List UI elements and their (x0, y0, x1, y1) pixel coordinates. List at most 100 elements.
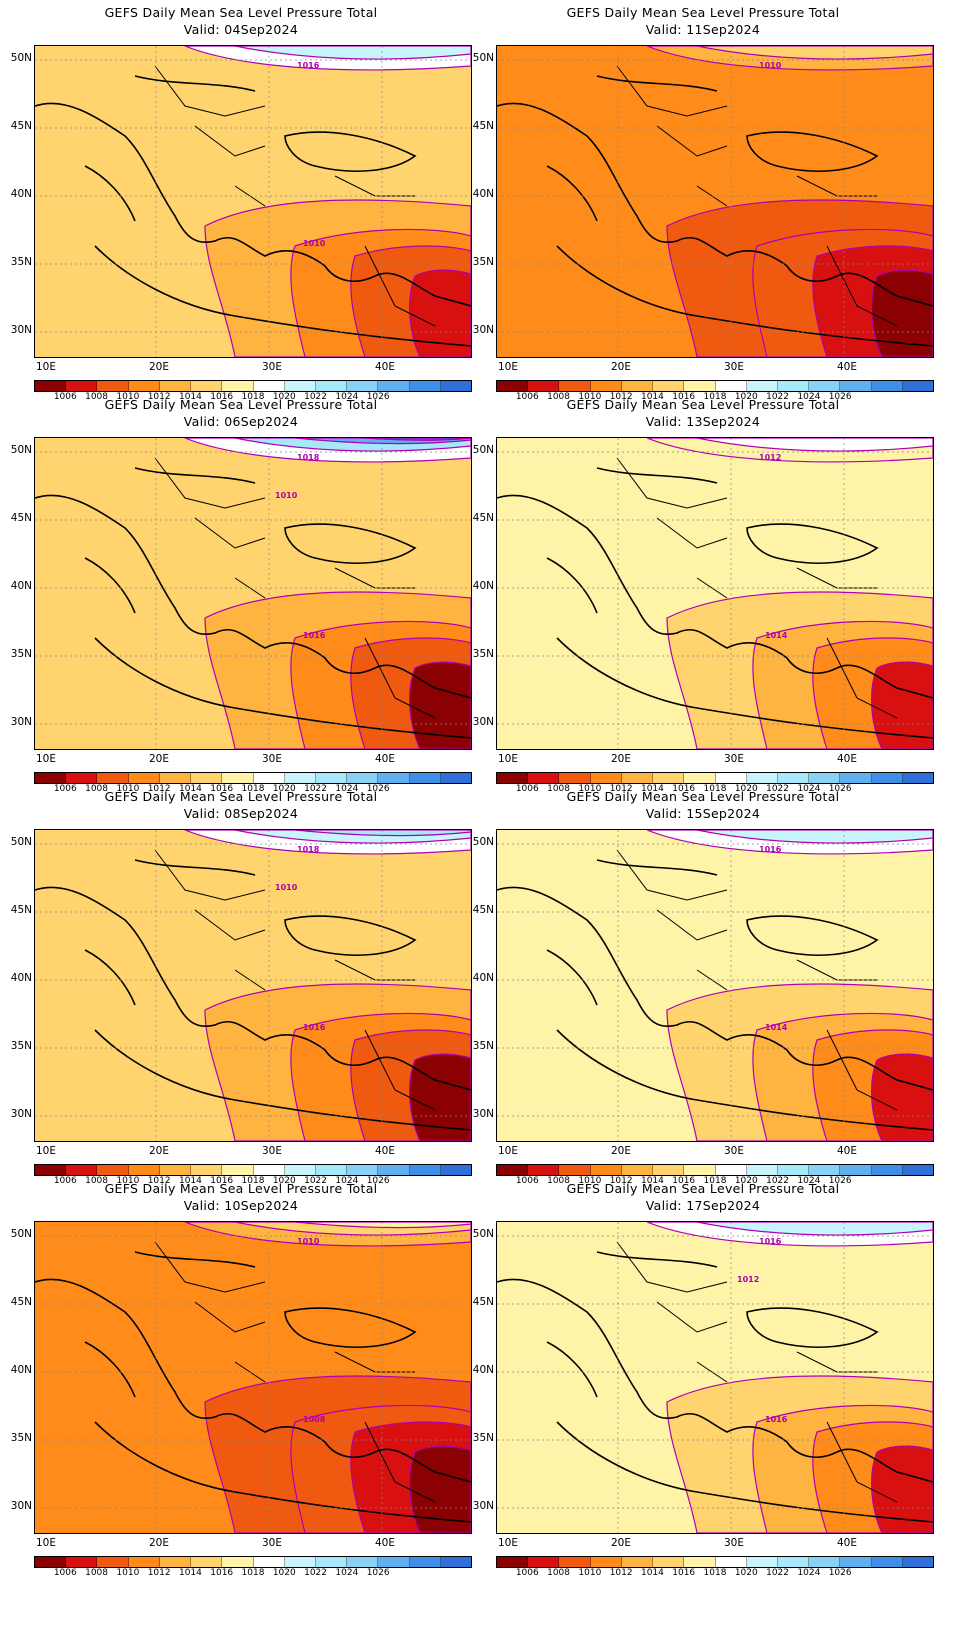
colorbar-swatch (222, 773, 254, 783)
colorbar-swatch (497, 773, 529, 783)
colorbar-swatch (315, 1557, 348, 1567)
longitude-label: 30E (262, 1537, 282, 1549)
colorbar-swatch (253, 773, 285, 783)
pressure-field: 1018 1016 1010 (35, 438, 471, 749)
panel-valid-date: Valid: 08Sep2024 (183, 806, 299, 821)
latitude-label: 35N (10, 256, 32, 268)
colorbar-label: 1012 (609, 1176, 633, 1186)
panel-valid-date: Valid: 17Sep2024 (645, 1198, 761, 1213)
colorbar-label: 1008 (85, 1568, 109, 1578)
colorbar-label: 1012 (147, 392, 171, 402)
colorbar-label: 1012 (147, 784, 171, 794)
colorbar-swatch (222, 1165, 254, 1175)
longitude-label: 20E (149, 753, 169, 765)
latitude-label: 40N (10, 580, 32, 592)
longitude-label: 10E (498, 361, 518, 373)
colorbar-label: 1018 (703, 392, 727, 402)
low-pressure-band (870, 1445, 933, 1533)
colorbar-label: 1026 (366, 784, 390, 794)
contour-label: 1008 (303, 1415, 326, 1424)
latitude-label: 40N (472, 188, 494, 200)
colorbar-label: 1016 (210, 1176, 234, 1186)
longitude-label: 10E (498, 753, 518, 765)
colorbar-swatch (715, 1165, 747, 1175)
colorbar-swatch (528, 1557, 560, 1567)
colorbar-label: 1024 (335, 1568, 359, 1578)
colorbar-swatch (97, 773, 129, 783)
colorbar-swatch (66, 1165, 98, 1175)
panel-title: GEFS Daily Mean Sea Level Pressure Total (104, 1181, 378, 1196)
colorbar-label: 1010 (578, 1568, 602, 1578)
low-pressure-band (870, 661, 933, 749)
colorbar-label: 1008 (547, 1568, 571, 1578)
latitude-label: 45N (10, 512, 32, 524)
colorbar-label: 1008 (85, 1176, 109, 1186)
colorbar-swatch (284, 773, 316, 783)
latitude-label: 50N (10, 52, 32, 64)
latitude-label: 35N (10, 648, 32, 660)
coastlines (497, 1251, 933, 1523)
latitude-label: 35N (472, 648, 494, 660)
colorbar-swatch (559, 1557, 591, 1567)
colorbar-label: 1020 (734, 392, 758, 402)
latitude-label: 50N (10, 444, 32, 456)
colorbar-swatch (809, 1557, 841, 1567)
colorbar-label: 1016 (672, 392, 696, 402)
colorbar-label: 1008 (85, 392, 109, 402)
latitude-label: 40N (10, 1364, 32, 1376)
colorbar-swatch (621, 381, 654, 391)
colorbar-swatch (347, 773, 379, 783)
longitude-label: 30E (262, 1145, 282, 1157)
map-panel: GEFS Daily Mean Sea Level Pressure Total… (462, 0, 944, 410)
panel-title: GEFS Daily Mean Sea Level Pressure Total (104, 789, 378, 804)
colorbar-swatch (777, 773, 810, 783)
longitude-label: 40E (375, 361, 395, 373)
colorbar-swatch (715, 1557, 747, 1567)
latitude-label: 30N (472, 716, 494, 728)
colorbar-swatch (284, 1165, 316, 1175)
colorbar-swatch (409, 773, 441, 783)
panel-valid-date: Valid: 11Sep2024 (645, 22, 761, 37)
colorbar-swatch (621, 773, 654, 783)
longitude-label: 10E (36, 361, 56, 373)
map-panel: GEFS Daily Mean Sea Level Pressure Total… (0, 392, 482, 802)
contour-label: 1016 (765, 1415, 788, 1424)
colorbar-swatch (191, 773, 223, 783)
colorbar-label: 1014 (178, 1568, 202, 1578)
latitude-label: 35N (10, 1040, 32, 1052)
colorbar-swatch (159, 381, 192, 391)
colorbar-label: 1016 (672, 1568, 696, 1578)
colorbar-label: 1024 (335, 392, 359, 402)
colorbar-label: 1006 (53, 784, 77, 794)
colorbar-swatch (653, 1557, 685, 1567)
colorbar-label: 1014 (640, 392, 664, 402)
longitude-label: 10E (498, 1537, 518, 1549)
longitude-label: 20E (149, 361, 169, 373)
coastlines (497, 467, 933, 739)
colorbar-swatch (528, 1165, 560, 1175)
latitude-label: 35N (472, 256, 494, 268)
colorbar-label: 1026 (828, 784, 852, 794)
colorbar-swatch (35, 1165, 67, 1175)
low-pressure-band (408, 1053, 471, 1141)
colorbar-swatch (684, 773, 716, 783)
high-pressure-band (234, 46, 471, 60)
colorbar-label: 1006 (515, 1568, 539, 1578)
panel-valid-date: Valid: 04Sep2024 (183, 22, 299, 37)
colorbar-swatch (440, 381, 472, 391)
colorbar-swatch (97, 381, 129, 391)
colorbar-swatch (559, 381, 591, 391)
colorbar-swatch (871, 1165, 903, 1175)
longitude-label: 20E (611, 1537, 631, 1549)
colorbar (34, 772, 472, 784)
colorbar-label: 1024 (335, 1176, 359, 1186)
pressure-field: 1010 (497, 46, 933, 357)
colorbar-swatch (902, 773, 934, 783)
colorbar-swatch (222, 1557, 254, 1567)
low-pressure-band (870, 1053, 933, 1141)
panel-valid-date: Valid: 13Sep2024 (645, 414, 761, 429)
colorbar-swatch (809, 773, 841, 783)
pressure-field: 1016 1010 (35, 46, 471, 357)
longitude-label: 30E (724, 1537, 744, 1549)
colorbar-swatch (315, 381, 348, 391)
